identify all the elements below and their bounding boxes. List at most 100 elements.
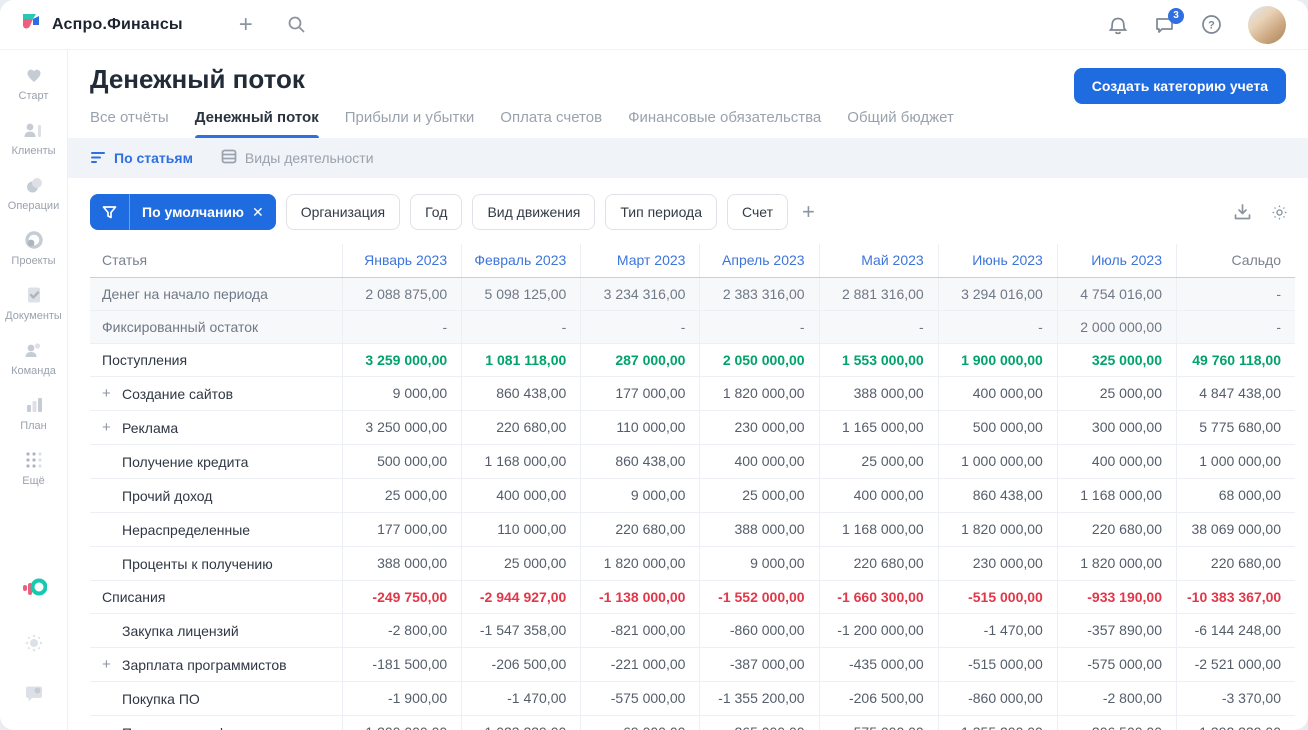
table-row[interactable]: +Покупка ПО-1 900,00-1 470,00-575 000,00… — [90, 682, 1295, 716]
notifications-bell-icon[interactable] — [1108, 14, 1128, 35]
tab-financial-obligations[interactable]: Финансовые обязательства — [628, 109, 822, 126]
tab-all-reports[interactable]: Все отчёты — [90, 109, 169, 126]
value-cell: 25 000,00 — [820, 445, 939, 478]
value-cell: 1 820 000,00 — [1058, 547, 1177, 580]
column-header[interactable]: Май 2023 — [820, 244, 939, 277]
plan-chart-icon — [23, 394, 45, 416]
value-cell: -2 944 927,00 — [462, 581, 582, 613]
column-header[interactable]: Март 2023 — [581, 244, 701, 277]
value-cell: 1 820 000,00 — [581, 547, 701, 580]
column-header[interactable]: Февраль 2023 — [462, 244, 582, 277]
sidebar-item-operations[interactable]: Операции — [0, 174, 67, 212]
support-chat-icon[interactable] — [23, 685, 45, 710]
sidebar-item-projects[interactable]: Проекты — [0, 229, 67, 267]
projects-icon — [23, 229, 45, 251]
value-cell: 1 000 000,00 — [939, 445, 1058, 478]
value-cell: - — [1276, 319, 1281, 335]
sidebar-item-label: Команда — [11, 365, 56, 377]
row-label: +Нераспределенные — [90, 513, 343, 546]
table-row[interactable]: + Реклама 3 250 000,00 220 680,00 110 000,00… — [90, 411, 1295, 445]
download-icon[interactable] — [1233, 203, 1252, 221]
brand-logo-icon — [20, 11, 42, 38]
aspro-brand-icon[interactable] — [21, 577, 47, 606]
subtab-by-articles[interactable]: По статьям — [90, 150, 193, 167]
filter-chip-account[interactable]: Счет — [727, 194, 788, 230]
sidebar-item-team[interactable]: Команда — [0, 339, 67, 377]
table-row[interactable]: Поступления 3 259 000,00 1 081 118,00 287 0… — [90, 344, 1295, 377]
column-header[interactable]: Апрель 2023 — [700, 244, 820, 277]
table-row[interactable]: + Зарплата программистов -181 500,00 -206 5… — [90, 648, 1295, 682]
chat-icon[interactable]: 3 — [1154, 7, 1184, 35]
search-icon[interactable] — [287, 15, 306, 34]
value-cell: 500 000,00 — [939, 411, 1058, 444]
table-row[interactable]: Фиксированный остаток - - - - - -2 000 000,00- — [90, 311, 1295, 344]
value-cell: 500 000,00 — [343, 445, 463, 478]
table-row[interactable]: Денег на начало периода 2 088 875,00 5 098… — [90, 278, 1295, 311]
cash-flow-table: Статья Январь 2023 Февраль 2023 Март 202… — [90, 244, 1295, 730]
rows-icon — [221, 149, 237, 167]
column-header[interactable]: Июль 2023 — [1058, 244, 1177, 277]
clear-filter-icon[interactable]: ✕ — [251, 203, 264, 220]
tab-invoice-payment[interactable]: Оплата счетов — [500, 109, 603, 126]
brand[interactable]: Аспро.Финансы — [20, 11, 183, 38]
sidebar-item-more[interactable]: Ещё — [0, 449, 67, 487]
sidebar-item-documents[interactable]: Документы — [0, 284, 67, 322]
svg-text:?: ? — [1208, 20, 1215, 32]
subtab-activity-types[interactable]: Виды деятельности — [221, 149, 374, 167]
sidebar-item-plan[interactable]: План — [0, 394, 67, 432]
column-header[interactable]: Сальдо — [1231, 252, 1281, 268]
add-filter-icon[interactable]: + — [802, 199, 815, 224]
add-icon[interactable]: + — [238, 10, 253, 38]
value-cell: 4 847 438,00 — [1199, 385, 1281, 401]
table-row[interactable]: Списания -249 750,00 -2 944 927,00 -1 138 0… — [90, 581, 1295, 614]
user-avatar[interactable] — [1248, 5, 1286, 44]
row-label: Поступления — [90, 344, 343, 376]
value-cell: 1 900 000,00 — [939, 344, 1058, 376]
value-cell: -1 900,00 — [343, 682, 463, 715]
help-icon[interactable]: ? — [1201, 14, 1222, 35]
column-header[interactable]: Январь 2023 — [343, 244, 463, 277]
value-cell: -515 000,00 — [939, 648, 1058, 681]
value-cell: 400 000,00 — [939, 377, 1058, 410]
column-header[interactable]: Июнь 2023 — [939, 244, 1058, 277]
column-header[interactable]: Статья — [90, 244, 343, 277]
value-cell: -575 000,00 — [820, 716, 939, 730]
value-cell: 110 000,00 — [581, 411, 701, 444]
settings-gear-icon[interactable] — [23, 632, 45, 659]
filter-chip-movement-type[interactable]: Вид движения — [472, 194, 596, 230]
filter-chip-year[interactable]: Год — [410, 194, 463, 230]
row-label: +Прочий доход — [90, 479, 343, 512]
value-cell: -435 000,00 — [820, 648, 939, 681]
sidebar-item-start[interactable]: Старт — [0, 64, 67, 102]
tab-cash-flow[interactable]: Денежный поток — [194, 109, 319, 138]
sidebar-item-clients[interactable]: Клиенты — [0, 119, 67, 157]
table-row[interactable]: +Подрядчики и фрилансеры-1 200 000,00-1 … — [90, 716, 1295, 730]
table-settings-gear-icon[interactable] — [1270, 203, 1289, 222]
filter-chip-period-type[interactable]: Тип периода — [605, 194, 718, 230]
expand-row-icon[interactable]: + — [102, 656, 111, 673]
document-check-icon — [23, 284, 45, 306]
funnel-icon[interactable] — [90, 194, 130, 230]
value-cell: 1 820 000,00 — [939, 513, 1058, 546]
tab-general-budget[interactable]: Общий бюджет — [847, 109, 954, 126]
create-category-button[interactable]: Создать категорию учета — [1073, 68, 1286, 104]
table-row[interactable]: + Создание сайтов 9 000,00 860 438,00 177 00… — [90, 377, 1295, 411]
row-label: +Проценты к получению — [90, 547, 343, 580]
expand-row-icon[interactable]: + — [102, 385, 111, 402]
value-cell: - — [343, 311, 463, 343]
tab-profit-loss[interactable]: Прибыли и убытки — [344, 109, 475, 126]
table-row[interactable]: +Закупка лицензий-2 800,00-1 547 358,00-… — [90, 614, 1295, 648]
expand-row-icon[interactable]: + — [102, 419, 111, 436]
value-cell: 177 000,00 — [343, 513, 463, 546]
filter-chip-organization[interactable]: Организация — [285, 194, 401, 230]
value-cell: 1 000 000,00 — [1199, 453, 1281, 469]
value-cell: -206 500,00 — [1058, 716, 1177, 730]
view-switcher: По статьям Виды деятельности — [68, 138, 1308, 178]
value-cell: 9 000,00 — [700, 547, 820, 580]
value-cell: -265 000,00 — [700, 716, 820, 730]
active-filter-chip[interactable]: По умолчанию ✕ — [90, 194, 276, 230]
